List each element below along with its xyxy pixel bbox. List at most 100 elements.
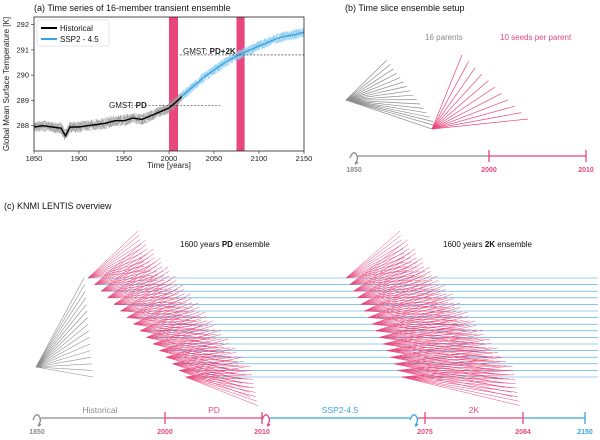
parent-line [345, 64, 391, 101]
timeline-c-label-1850: 1850 [29, 429, 45, 436]
segment-ssp: SSP2-4.5 [322, 405, 359, 415]
pd-seed-line [120, 280, 177, 312]
x-tick-label: 1950 [116, 154, 133, 163]
pd-seed-line [133, 311, 194, 325]
2k-seed-line [382, 343, 482, 357]
2k-seed-line [390, 356, 495, 366]
2k-seed-line [360, 304, 438, 307]
2k-seed-line [371, 306, 455, 325]
annotation-pd-prefix: GMST: [109, 101, 136, 110]
2k-seed-line [386, 342, 485, 351]
pd-seed-line [139, 307, 199, 332]
parent-line-c [35, 350, 91, 368]
2k-seed-line [353, 257, 417, 292]
2k-seed-line [357, 279, 427, 299]
2k-seed-line [360, 271, 431, 305]
parent-line-c [35, 343, 91, 368]
2k-seed-line [379, 320, 470, 338]
2k-seed-line [390, 356, 497, 375]
pd-seed-line [139, 311, 200, 332]
pd-seed-line [126, 315, 189, 318]
parents-fan-c [35, 277, 94, 378]
2k-seed-line [382, 325, 476, 345]
parent-line-c [35, 363, 92, 368]
pd-seed-line [152, 343, 220, 357]
timeline-c-label-2084: 2084 [515, 429, 531, 436]
timeline-c-break-icon [32, 414, 42, 427]
2k-seed-line [371, 298, 454, 325]
y-tick-label: 291 [16, 45, 29, 54]
pd-seed-line [94, 274, 152, 285]
pd-seed-line [139, 320, 202, 332]
annotation-pd-bold: PD [136, 101, 147, 110]
2k-seed-line [349, 257, 411, 285]
pd-seed-line [146, 316, 207, 338]
parent-line-main [345, 99, 433, 130]
pd-seed-line [107, 288, 167, 299]
pd-seed-line [185, 376, 258, 406]
pd-seed-line [185, 376, 254, 384]
2k-seed-line [349, 244, 409, 285]
pd-seed-line [133, 315, 195, 325]
panel-b: (b) Time slice ensemble setup 16 parents… [345, 3, 594, 174]
chart-series [33, 31, 305, 138]
x-tick-label: 2000 [161, 154, 178, 163]
highlight-band-1 [169, 17, 178, 151]
x-tick-label: 1900 [71, 154, 88, 163]
pd-seed-line [133, 293, 191, 325]
2k-seed-line [356, 266, 425, 299]
parent-line [345, 86, 407, 101]
pd-seed-line [87, 230, 139, 279]
2k-label-bold: 2K [485, 240, 495, 249]
pd-seed-line [178, 370, 248, 384]
2k-seed-line [368, 297, 448, 318]
2k-seed-line [382, 343, 480, 348]
2k-seed-line [397, 370, 513, 397]
2k-seed-line [368, 306, 450, 318]
2k-seed-line [401, 376, 518, 393]
panel-c-timeline: Historical PD SSP2-4.5 2K 1850 2000 2010… [29, 405, 593, 436]
2k-seed-line [349, 248, 410, 285]
ensemble-member-ssp [181, 29, 305, 98]
parent-line-c [35, 323, 89, 368]
pd-seed-line [172, 356, 238, 365]
2k-seed-line [375, 302, 461, 332]
2k-seed-line [360, 284, 434, 305]
2k-seed-line [386, 350, 489, 362]
2k-seed-line [394, 352, 499, 365]
pd-label-prefix: 1600 years [180, 240, 222, 249]
pd-seed-line [146, 333, 210, 338]
2k-seed-line [379, 311, 468, 338]
series-line-ssp [181, 31, 305, 98]
pd-seed-line [107, 262, 162, 299]
pd-ensemble-label: 1600 years PD ensemble [180, 240, 270, 249]
parent-line-c [35, 304, 87, 368]
2k-seed-line [349, 239, 408, 285]
parent-line [345, 59, 388, 101]
2k-seed-line [401, 376, 519, 398]
pd-seed-line [87, 252, 143, 279]
2k-seed-line [345, 243, 403, 279]
legend: Historical SSP2 - 4.5 [36, 19, 110, 47]
pd-seed-line [159, 342, 223, 351]
2k-seed-line [364, 284, 440, 312]
pd-seed-line [113, 275, 170, 305]
2k-seed-line [397, 365, 507, 371]
pd-seed-line [107, 275, 164, 299]
2k-seed-line [345, 265, 407, 279]
highlight-band-2 [236, 17, 245, 151]
pd-seed-line [87, 235, 139, 279]
pd-seed-line [139, 330, 205, 339]
2k-seed-line [397, 370, 509, 375]
transient-lines [88, 277, 598, 378]
pd-fan [87, 230, 258, 406]
parents-fan [345, 54, 529, 130]
pd-seed-line [165, 356, 235, 375]
seed-line [431, 73, 483, 130]
pd-seed-line [87, 257, 143, 279]
pd-seed-line [185, 376, 255, 389]
2k-seed-line [371, 302, 455, 325]
2k-seed-line [401, 376, 517, 389]
pd-seed-line [152, 343, 219, 353]
pd-seed-line [107, 270, 164, 299]
